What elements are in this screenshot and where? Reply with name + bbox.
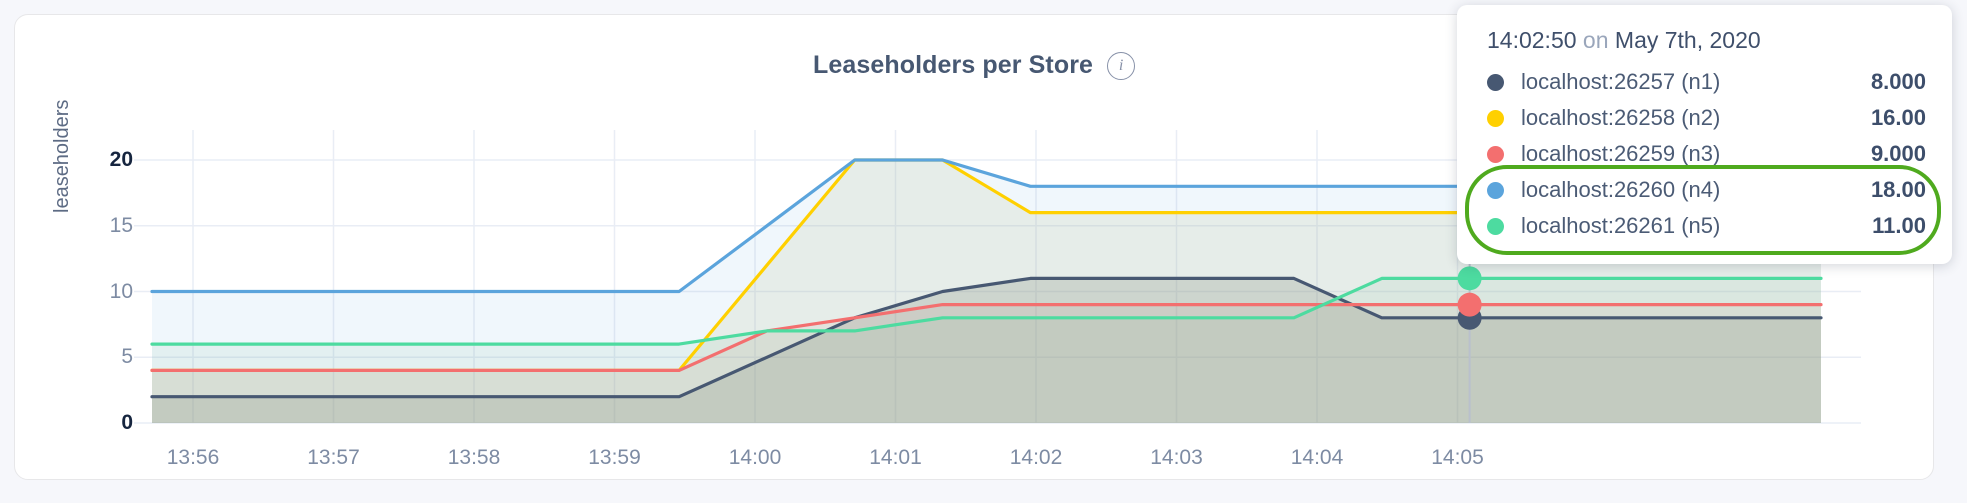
tooltip-series-label: localhost:26257 (n1) (1521, 69, 1721, 94)
area-n5 (152, 278, 1821, 423)
area-n1 (152, 278, 1821, 423)
tooltip-series-value: 18.00 (1870, 177, 1926, 202)
series-color-dot-icon (1487, 217, 1504, 235)
tooltip-series-value: 9.000 (1870, 141, 1926, 166)
y-tick-0: 0 (121, 411, 133, 434)
x-tick-14-04: 14:04 (1290, 446, 1344, 469)
tooltip-row: localhost:26260 (n4) 18.00 (1487, 172, 1926, 208)
tooltip-series-value: 16.00 (1870, 105, 1926, 130)
tooltip-row: localhost:26257 (n1) 8.000 (1487, 64, 1926, 100)
y-axis-tick-labels: 0 5 10 15 20 (45, 15, 133, 481)
tooltip-series-label: localhost:26258 (n2) (1521, 105, 1721, 130)
x-tick-14-03: 14:03 (1150, 446, 1203, 469)
series-color-dot-icon (1487, 181, 1504, 199)
area-n2 (152, 160, 1821, 423)
line-n1 (150, 276, 1823, 399)
cursor-point-n5 (1457, 266, 1482, 291)
x-tick-14-02: 14:02 (1009, 446, 1063, 469)
x-tick-14-00: 14:00 (728, 446, 782, 469)
chart-areas (152, 160, 1821, 423)
line-n3 (150, 303, 1823, 372)
page-title: Leaseholders per Store (812, 51, 1094, 79)
tooltip-series-label: localhost:26260 (n4) (1521, 177, 1721, 202)
x-tick-14-05: 14:05 (1431, 446, 1484, 469)
series-color-dot-icon (1487, 109, 1504, 127)
tooltip-date: May 7th, 2020 (1614, 27, 1761, 53)
tooltip-series-value: 8.000 (1870, 69, 1926, 94)
tooltip-row: localhost:26258 (n2) 16.00 (1487, 100, 1926, 136)
tooltip-series-label: localhost:26259 (n3) (1521, 141, 1721, 166)
line-chart-svg[interactable] (15, 15, 1935, 481)
x-tick-14-01: 14:01 (869, 446, 922, 469)
series-color-dot-icon (1487, 73, 1504, 91)
x-tick-13-56: 13:56 (166, 446, 220, 469)
info-circle-icon[interactable]: i (1107, 51, 1136, 80)
area-n3 (152, 304, 1821, 423)
x-tick-13-57: 13:57 (307, 446, 360, 469)
x-axis-tick-labels: 13:56 13:57 13:58 13:59 14:00 14:01 14:02 14:03… (15, 15, 1935, 481)
chart-header: Leaseholders per Store i (15, 51, 1933, 80)
tooltip-row: localhost:26261 (n5) 11.00 (1487, 208, 1926, 244)
chart-tooltip: 14:02:50 on May 7th, 2020 localhost:2625… (1457, 5, 1952, 264)
tooltip-time: 14:02:50 (1487, 27, 1577, 53)
series-color-dot-icon (1487, 145, 1504, 163)
tooltip-row: localhost:26259 (n3) 9.000 (1487, 136, 1926, 172)
area-n4 (152, 160, 1821, 423)
x-tick-13-58: 13:58 (447, 446, 501, 469)
cursor-point-n3 (1457, 292, 1482, 317)
x-tick-13-59: 13:59 (588, 446, 641, 469)
y-tick-10: 10 (109, 279, 133, 303)
tooltip-series-label: localhost:26261 (n5) (1521, 213, 1721, 238)
y-tick-5: 5 (121, 345, 133, 369)
y-tick-15: 15 (109, 213, 133, 237)
tooltip-on-word: on (1582, 27, 1609, 53)
tooltip-series-list: localhost:26257 (n1) 8.000 localhost:26258… (1487, 64, 1926, 244)
line-n5 (150, 276, 1823, 346)
y-tick-20: 20 (109, 148, 133, 171)
tooltip-series-value: 11.00 (1872, 213, 1926, 238)
tooltip-timestamp: 14:02:50 on May 7th, 2020 (1487, 27, 1926, 54)
plot-area: leaseholders 0 5 10 15 20 13:56 13:57 13:58 13:… (15, 15, 1935, 481)
